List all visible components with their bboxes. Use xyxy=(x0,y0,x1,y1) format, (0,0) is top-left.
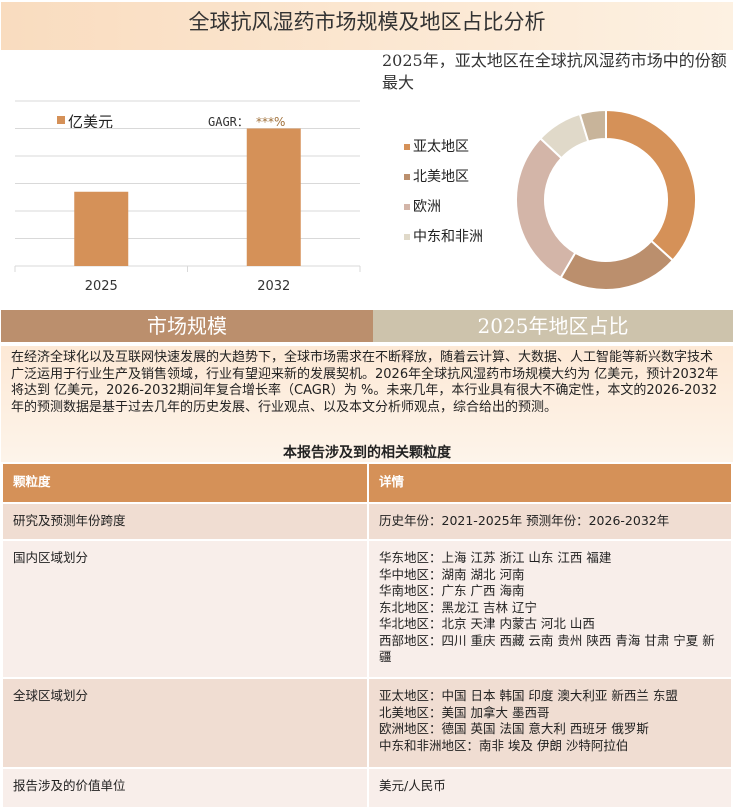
bar-2032 xyxy=(246,128,301,266)
legend-swatch xyxy=(404,204,410,210)
row-details: 亚太地区：中国 日本 韩国 印度 澳大利亚 新西兰 东盟 北美地区：美国 加拿大 … xyxy=(367,677,733,769)
tab-market-size: 市场规模 xyxy=(1,310,373,342)
row-details: 华东地区：上海 江苏 浙江 山东 江西 福建 华中地区：湖南 湖北 河南 华南地区：… xyxy=(367,539,733,679)
donut-slice-亚太地区 xyxy=(605,108,697,262)
row-label: 报告涉及的价值单位 xyxy=(1,767,369,809)
page-title: 全球抗风湿药市场规模及地区占比分析 xyxy=(1,2,733,50)
legend-item: 中东和非洲 xyxy=(404,227,484,247)
donut-slice-北美地区 xyxy=(559,239,675,291)
pie-heading: 2025年，亚太地区在全球抗风湿药市场中的份额最大 xyxy=(382,51,727,92)
header-details: 详情 xyxy=(367,462,733,504)
donut-chart xyxy=(515,108,697,291)
cagr-label: GAGR： xyxy=(208,115,249,129)
table-row: 全球区域划分 亚太地区：中国 日本 韩国 印度 澳大利亚 新西兰 东盟 北美地区：美… xyxy=(1,677,733,769)
detail-line: 亚太地区：中国 日本 韩国 印度 澳大利亚 新西兰 东盟 xyxy=(379,688,678,703)
table-row: 研究及预测年份跨度 历史年份：2021-2025年 预测年份：2026-2032年 xyxy=(1,502,733,541)
bar-2025 xyxy=(74,191,129,266)
row-details: 美元/人民币 xyxy=(367,767,733,809)
detail-line: 美元/人民币 xyxy=(379,778,446,793)
legend-swatch xyxy=(404,234,410,240)
detail-line: 华南地区：广东 广西 海南 xyxy=(379,583,525,598)
legend-item: 欧洲 xyxy=(404,197,484,217)
legend-label: 北美地区 xyxy=(413,169,469,185)
legend-label: 中东和非洲 xyxy=(413,229,483,245)
description-text: 在经济全球化以及互联网快速发展的大趋势下，全球市场需求在不断释放，随着云计算、大… xyxy=(1,346,733,462)
row-label: 国内区域划分 xyxy=(1,539,369,679)
x-tick-label: 2032 xyxy=(257,279,290,294)
detail-line: 华北地区：北京 天津 内蒙古 河北 山西 xyxy=(379,616,595,631)
table-caption: 本报告涉及到的相关颗粒度 xyxy=(283,445,451,461)
legend-swatch xyxy=(57,116,65,124)
donut-slice-other xyxy=(578,108,607,143)
detail-line: 西部地区：四川 重庆 西藏 云南 贵州 陕西 青海 甘肃 宁夏 新疆 xyxy=(379,632,715,665)
x-tick-label: 2025 xyxy=(85,279,118,294)
header-granularity: 颗粒度 xyxy=(1,462,369,504)
legend-label: 亚太地区 xyxy=(413,139,469,155)
legend-label: 欧洲 xyxy=(413,199,441,215)
legend-item: 亚太地区 xyxy=(404,137,484,157)
detail-line: 中东和非洲地区：南非 埃及 伊朗 沙特阿拉伯 xyxy=(379,737,629,753)
bar-chart: 亿美元 GAGR： ***% 2025 2032 xyxy=(14,100,361,294)
detail-line: 东北地区：黑龙江 吉林 辽宁 xyxy=(379,599,537,615)
granularity-table: 颗粒度 详情 研究及预测年份跨度 历史年份：2021-2025年 预测年份：202… xyxy=(1,462,733,809)
table-row: 国内区域划分 华东地区：上海 江苏 浙江 山东 江西 福建 华中地区：湖南 湖北 河… xyxy=(1,539,733,679)
detail-line: 欧洲地区：德国 英国 法国 意大利 西班牙 俄罗斯 xyxy=(379,721,649,736)
cagr-value: ***% xyxy=(256,115,285,129)
detail-line: 华中地区：湖南 湖北 河南 xyxy=(379,566,525,582)
row-details: 历史年份：2021-2025年 预测年份：2026-2032年 xyxy=(367,502,733,541)
row-label: 全球区域划分 xyxy=(1,677,369,769)
legend-series-label: 亿美元 xyxy=(68,113,113,131)
table-row: 报告涉及的价值单位 美元/人民币 xyxy=(1,767,733,809)
detail-line: 北美地区：美国 加拿大 墨西哥 xyxy=(379,704,550,720)
legend-swatch xyxy=(404,144,410,150)
detail-line: 历史年份：2021-2025年 预测年份：2026-2032年 xyxy=(379,513,670,528)
legend-swatch xyxy=(404,174,410,180)
legend-item: 北美地区 xyxy=(404,167,484,187)
detail-line: 华东地区：上海 江苏 浙江 山东 江西 福建 xyxy=(379,550,612,565)
row-label: 研究及预测年份跨度 xyxy=(1,502,369,541)
donut-slice-欧洲 xyxy=(515,136,577,280)
tab-region-share: 2025年地区占比 xyxy=(373,310,733,342)
